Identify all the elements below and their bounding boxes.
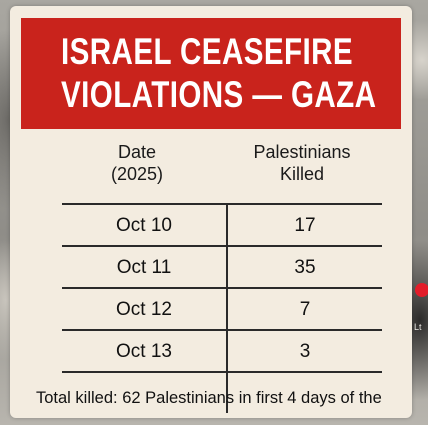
infographic-card: ISRAEL CEASEFIRE VIOLATIONS — GAZA Date … [10, 6, 412, 418]
date-cell: Oct 11 [116, 257, 172, 278]
date-cell: Oct 10 [116, 215, 172, 236]
date-header-line-2: (2025) [110, 164, 164, 184]
table-rule [62, 245, 382, 247]
date-cell: Oct 13 [116, 341, 172, 362]
title-banner: ISRAEL CEASEFIRE VIOLATIONS — GAZA [21, 18, 401, 129]
table-rule [62, 371, 382, 373]
table-row: Oct 12 7 [62, 288, 382, 331]
red-dot-indicator [415, 283, 428, 297]
killed-header-line-2: Killed [279, 164, 325, 184]
table-rule [62, 203, 382, 205]
partial-side-label: Lt [414, 322, 422, 332]
date-header-line-1: Date [117, 142, 157, 162]
title-line-1: ISRAEL CEASEFIRE [61, 31, 354, 72]
table-row: Oct 10 17 [62, 204, 382, 247]
column-divider [226, 203, 228, 413]
title-line-2: VIOLATIONS — GAZA [61, 74, 377, 115]
killed-column-header: Palestinians Killed [222, 141, 382, 185]
table-row: Oct 13 3 [62, 330, 382, 373]
killed-cell: 7 [299, 299, 311, 320]
killed-cell: 3 [299, 341, 311, 362]
table-rule [62, 329, 382, 331]
killed-header-line-1: Palestinians [253, 142, 351, 162]
killed-cell: 17 [294, 215, 316, 236]
table-rule [62, 287, 382, 289]
total-killed-caption: Total killed: 62 Palestinians in first 4… [36, 389, 382, 407]
date-column-header: Date (2025) [62, 141, 212, 185]
killed-cell: 35 [294, 257, 316, 278]
table-row: Oct 11 35 [62, 246, 382, 289]
date-cell: Oct 12 [116, 299, 172, 320]
